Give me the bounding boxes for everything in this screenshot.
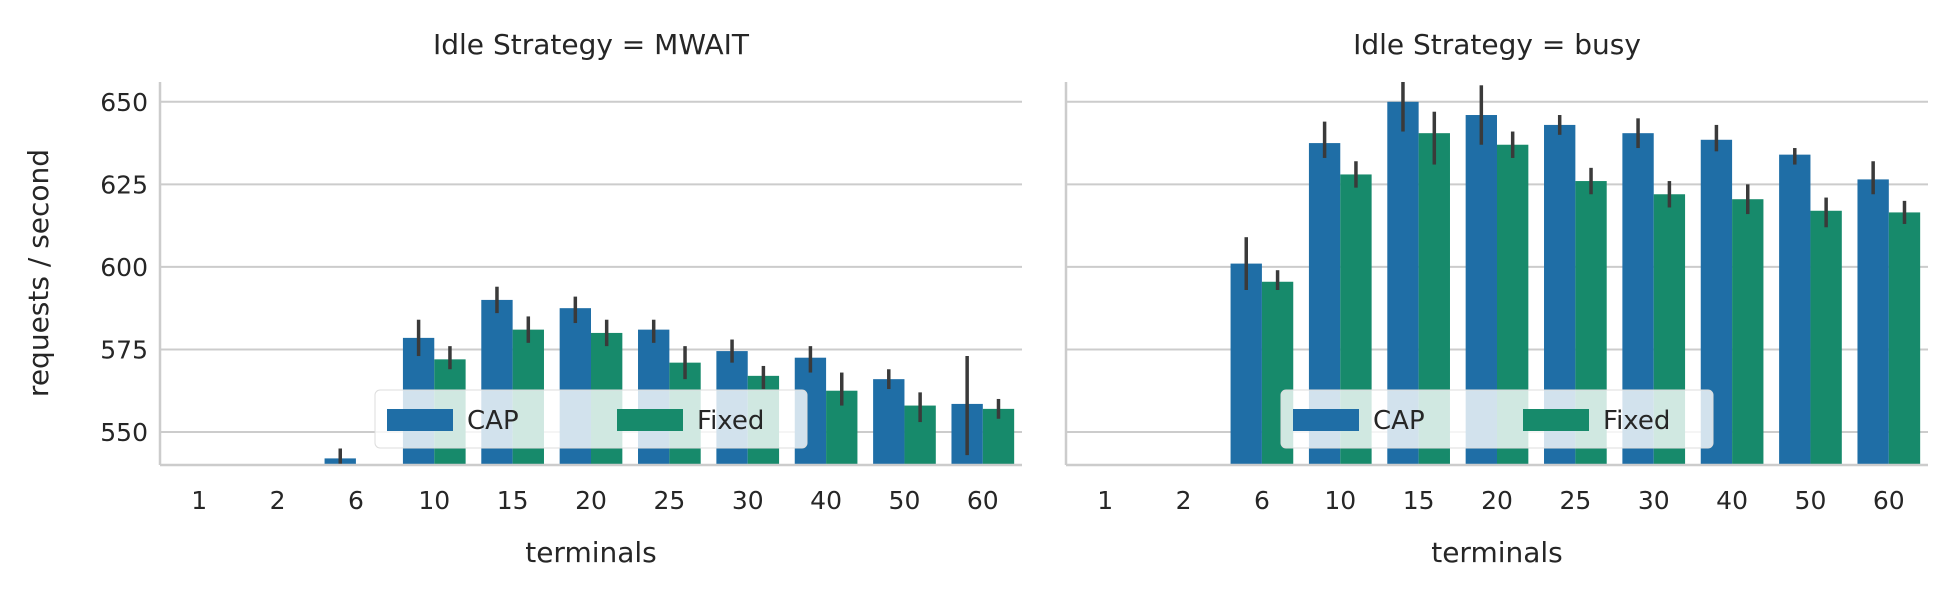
- legend-swatch-fixed: [1523, 409, 1589, 431]
- panel-1: 550 575 600 625 650 1 2 6 10 15 20 25 30 40 50 60 Idle S…: [100, 28, 1022, 569]
- panel-2: 1 2 6 10 15 20 25 30 40 50 60 Idle Strategy = busy t…: [1064, 28, 1928, 569]
- x-tick-label: 2: [270, 486, 286, 515]
- x-tick-label: 6: [348, 486, 364, 515]
- x-tick-label: 10: [418, 486, 450, 515]
- bar-cap: [1779, 154, 1811, 465]
- bar-cap: [1857, 179, 1889, 465]
- y-axis-label: requests / second: [22, 149, 55, 397]
- legend-swatch-cap: [387, 409, 453, 431]
- legend-swatch-fixed: [617, 409, 683, 431]
- x-tick-label: 50: [889, 486, 921, 515]
- x-tick-label: 20: [575, 486, 607, 515]
- legend-frame: [374, 389, 808, 449]
- bar-fixed: [1810, 210, 1842, 465]
- y-tick-label: 550: [100, 418, 148, 447]
- legend: CAP Fixed: [1280, 389, 1714, 449]
- y-tick-label: 625: [100, 170, 148, 199]
- x-tick-label: 2: [1176, 486, 1192, 515]
- x-tick-label: 15: [1403, 486, 1435, 515]
- legend-swatch-cap: [1293, 409, 1359, 431]
- bar-fixed: [1888, 212, 1921, 465]
- x-tick-label: 25: [653, 486, 685, 515]
- x-tick-label: 60: [967, 486, 999, 515]
- x-tick-label: 20: [1481, 486, 1513, 515]
- x-axis-label: terminals: [1431, 536, 1563, 569]
- panel-title: Idle Strategy = busy: [1353, 28, 1641, 61]
- x-tick-label: 15: [497, 486, 529, 515]
- x-tick-label: 30: [1638, 486, 1670, 515]
- y-tick-label: 600: [100, 253, 148, 282]
- legend-label-cap: CAP: [1373, 406, 1425, 436]
- x-tick-label: 50: [1795, 486, 1827, 515]
- legend-label-fixed: Fixed: [697, 406, 764, 436]
- legend-frame: [1280, 389, 1714, 449]
- x-tick-label: 60: [1873, 486, 1905, 515]
- y-tick-label: 650: [100, 88, 148, 117]
- bar-cap: [873, 379, 905, 465]
- x-tick-label: 10: [1324, 486, 1356, 515]
- bar-cap: [1230, 263, 1262, 465]
- legend: CAP Fixed: [374, 389, 808, 449]
- x-tick-label: 1: [191, 486, 207, 515]
- legend-label-fixed: Fixed: [1603, 406, 1670, 436]
- x-tick-label: 30: [732, 486, 764, 515]
- x-tick-label: 6: [1254, 486, 1270, 515]
- x-tick-label: 25: [1559, 486, 1591, 515]
- legend-label-cap: CAP: [467, 406, 519, 436]
- x-axis-label: terminals: [525, 536, 657, 569]
- panel-title: Idle Strategy = MWAIT: [433, 28, 750, 61]
- y-tick-label: 575: [100, 335, 148, 364]
- x-tick-label: 40: [1716, 486, 1748, 515]
- bar-fixed: [1732, 199, 1764, 465]
- x-tick-label: 1: [1097, 486, 1113, 515]
- x-tick-label: 40: [810, 486, 842, 515]
